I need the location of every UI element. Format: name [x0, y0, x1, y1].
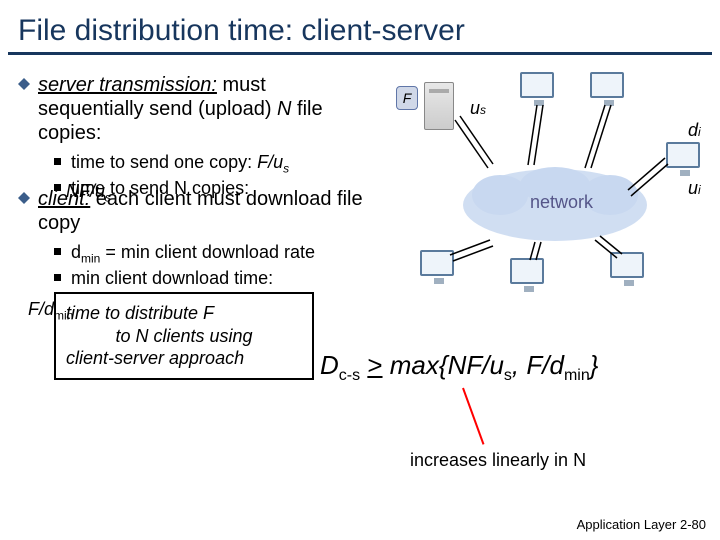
sub1a-text: time to send one copy:	[71, 152, 257, 172]
f-min: min	[564, 367, 590, 384]
sub-dmin: dmin = min client download rate	[54, 241, 373, 267]
us-u: u	[470, 98, 480, 118]
box-line1: time to distribute F	[66, 302, 302, 325]
client-text: NF/us client: each client must download …	[38, 187, 373, 235]
client-sub-list: dmin = min client download rate min clie…	[54, 241, 373, 291]
footer-b: 2-80	[676, 517, 706, 532]
ui-label: ui	[688, 178, 701, 199]
square-bullet-icon	[54, 158, 61, 165]
dmin-d: d	[71, 242, 81, 262]
fdmin-min: min	[54, 309, 73, 323]
footer-a: Application Layer	[577, 517, 677, 532]
fdmin-f: F/d	[28, 299, 54, 319]
nfu-s: s	[105, 190, 111, 204]
square-bullet-icon	[54, 248, 61, 255]
nfu-text: NF/u	[66, 181, 105, 201]
square-bullet-icon	[54, 274, 61, 281]
left-column: server transmission: must sequentially s…	[18, 73, 373, 380]
sub-min-dl-time: min client download time:	[54, 267, 373, 290]
f-ge: >	[360, 350, 390, 380]
dmin-rest: = min client download rate	[100, 242, 315, 262]
connector-lines	[400, 70, 710, 290]
sub1a-s: s	[283, 162, 289, 176]
di-d: d	[688, 120, 698, 140]
sub-one-copy: time to send one copy: F/us	[54, 151, 373, 177]
diamond-bullet-icon	[18, 192, 30, 235]
slide-title: File distribution time: client-server	[8, 0, 712, 55]
bullet-server-transmission: server transmission: must sequentially s…	[18, 73, 373, 145]
di-i: i	[698, 125, 701, 139]
f-cs: c-s	[339, 367, 360, 384]
fdmin-overlap: F/dmin	[28, 298, 73, 324]
annotation-text: increases linearly in N	[410, 450, 586, 471]
f-max: max{NF/u	[390, 350, 504, 380]
bullet-client: NF/us client: each client must download …	[18, 187, 373, 235]
ui-u: u	[688, 178, 698, 198]
dmin-min: min	[81, 251, 100, 265]
us-label: us	[470, 98, 486, 119]
footer: Application Layer 2-80	[577, 517, 706, 532]
sub1a-formula: F/u	[257, 152, 283, 172]
f-close: }	[590, 350, 599, 380]
box-line2: to N clients using	[66, 325, 302, 348]
n-italic: N	[277, 98, 291, 120]
server-trans-text: server transmission: must sequentially s…	[38, 73, 373, 145]
us-s: s	[480, 103, 486, 117]
f-fd: F/d	[519, 350, 564, 380]
server-trans-label: server transmission:	[38, 74, 217, 96]
di-label: di	[688, 120, 701, 141]
main-formula: Dc-s > max{NF/us, F/dmin}	[320, 350, 598, 385]
f-d: D	[320, 350, 339, 380]
box-line3: client-server approach	[66, 347, 302, 370]
annotation-line	[462, 388, 484, 445]
nfu-overlap: NF/us	[66, 181, 111, 205]
diamond-bullet-icon	[18, 78, 30, 145]
network-diagram: F network us	[400, 70, 710, 290]
formula-box: F/dmin time to distribute F to N clients…	[54, 292, 314, 380]
f-s: s	[504, 367, 512, 384]
ui-i: i	[698, 183, 701, 197]
sub2b-text: min client download time:	[71, 268, 273, 288]
